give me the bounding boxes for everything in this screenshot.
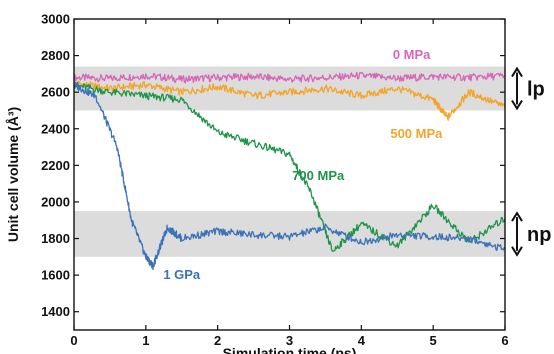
y-tick-label: 2600 bbox=[41, 85, 70, 100]
series-line-0-mpa bbox=[73, 71, 506, 84]
y-axis-label: Unit cell volume (Å³) bbox=[5, 107, 21, 242]
x-tick-label: 2 bbox=[214, 333, 221, 348]
x-tick-label: 4 bbox=[358, 333, 366, 348]
series-line-500-mpa bbox=[73, 80, 506, 121]
bracket-np-arrow-down bbox=[511, 246, 523, 257]
series-line-700-mpa bbox=[73, 81, 506, 252]
series-label-0-mpa: 0 MPa bbox=[393, 47, 431, 62]
region-label-lp: lp bbox=[527, 79, 545, 101]
y-tick-label: 1800 bbox=[41, 231, 70, 246]
y-tick-label: 2000 bbox=[41, 194, 70, 209]
region-brackets: lp np bbox=[511, 66, 551, 257]
shaded-bands bbox=[74, 66, 505, 257]
series-lines bbox=[73, 71, 506, 271]
series-label-1-gpa: 1 GPa bbox=[163, 267, 201, 282]
bracket-lp-arrow-down bbox=[511, 99, 523, 111]
bracket-lp-arrow-up bbox=[511, 66, 523, 78]
y-tick-label: 1600 bbox=[41, 268, 70, 283]
series-labels: 0 MPa 500 MPa 700 MPa 1 GPa bbox=[163, 47, 443, 282]
x-tick-label: 1 bbox=[142, 333, 149, 348]
y-tick-label: 3000 bbox=[41, 12, 70, 27]
bracket-np-arrow-up bbox=[511, 211, 523, 222]
x-tick-label: 6 bbox=[501, 333, 508, 348]
region-label-np: np bbox=[527, 224, 551, 246]
x-tick-label: 3 bbox=[286, 333, 293, 348]
series-label-700-mpa: 700 MPa bbox=[292, 168, 345, 183]
series-label-500-mpa: 500 MPa bbox=[390, 126, 443, 141]
x-axis-label: Simulation time (ps) bbox=[223, 345, 357, 354]
y-tick-label: 2200 bbox=[41, 158, 70, 173]
band-np bbox=[74, 211, 505, 257]
y-tick-label: 2800 bbox=[41, 48, 70, 63]
y-tick-label: 1400 bbox=[41, 304, 70, 319]
series-line-1-gpa bbox=[73, 82, 506, 271]
x-tick-label: 5 bbox=[430, 333, 437, 348]
x-tick-label: 0 bbox=[70, 333, 77, 348]
axis-ticks: 0 1 2 3 4 5 6 1400 1600 1800 2000 2200 2400 2600 2800 3… bbox=[41, 12, 509, 349]
y-tick-label: 2400 bbox=[41, 121, 70, 136]
plot-frame bbox=[73, 18, 506, 331]
